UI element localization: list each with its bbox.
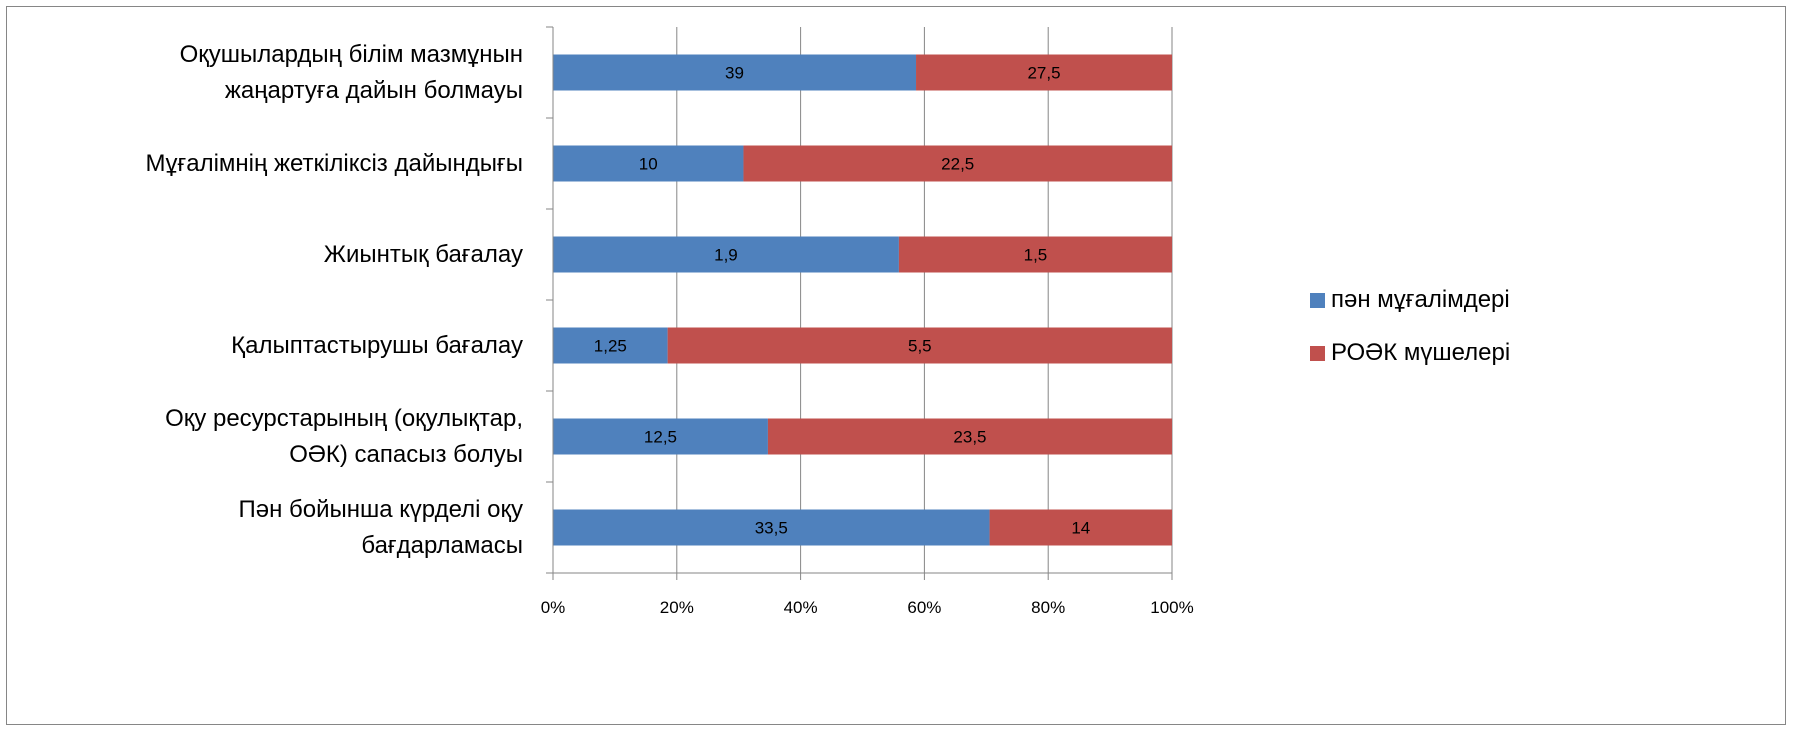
data-label: 5,5 xyxy=(908,337,932,356)
bar-series1 xyxy=(553,418,768,455)
bar-series1 xyxy=(553,327,668,364)
category-label: Оқушылардың білім мазмұнын жаңартуға дайы… xyxy=(0,37,523,109)
x-tick-label: 0% xyxy=(541,598,566,617)
data-label: 1,25 xyxy=(594,337,627,356)
legend-item: РОӘК мүшелері xyxy=(1310,333,1510,373)
data-label: 23,5 xyxy=(953,428,986,447)
bar-series2 xyxy=(989,509,1172,546)
category-label-line: Қалыптастырушы бағалау xyxy=(231,331,523,359)
category-label: Мұғалімнің жеткіліксіз дайындығы xyxy=(0,146,524,182)
category-label-line: Оқу ресурстарының (оқулықтар, xyxy=(165,404,523,432)
bar-series2 xyxy=(743,145,1172,182)
data-label: 1,9 xyxy=(714,246,738,265)
legend-label: РОӘК мүшелері xyxy=(1331,339,1511,366)
category-label-line: Оқушылардың білім мазмұнын xyxy=(179,40,523,68)
data-label: 10 xyxy=(639,155,658,174)
data-label: 33,5 xyxy=(755,519,788,538)
legend-item: пән мұғалімдері xyxy=(1310,280,1510,320)
data-label: 14 xyxy=(1071,519,1090,538)
bar-series1 xyxy=(553,509,990,546)
x-tick-label: 100% xyxy=(1150,598,1193,617)
data-label: 22,5 xyxy=(941,155,974,174)
category-label: Оқу ресурстарының (оқулықтар, ОӘК) сапасы… xyxy=(0,401,523,473)
x-tick-label: 40% xyxy=(784,598,818,617)
chart-frame xyxy=(6,6,1786,725)
data-label: 27,5 xyxy=(1027,64,1060,83)
category-label-line: Пән бойынша күрделі оқу xyxy=(238,495,524,523)
category-label-line: Мұғалімнің жеткіліксіз дайындығы xyxy=(145,149,524,177)
category-label-line: жаңартуға дайын болмауы xyxy=(224,76,523,104)
category-label: Қалыптастырушы бағалау xyxy=(0,328,523,364)
legend: пән мұғалімдері РОӘК мүшелері xyxy=(1310,280,1510,386)
x-tick-label: 20% xyxy=(660,598,694,617)
category-label-line: ОӘК) сапасыз болуы xyxy=(289,440,523,468)
data-label: 1,5 xyxy=(1024,246,1048,265)
category-label: Жиынтық бағалау xyxy=(0,237,523,273)
data-label: 39 xyxy=(725,64,744,83)
bar-series2 xyxy=(667,327,1172,364)
bar-series2 xyxy=(767,418,1172,455)
data-label: 12,5 xyxy=(644,428,677,447)
category-label: Пән бойынша күрделі оқу бағдарламасы xyxy=(0,492,524,564)
x-tick-label: 60% xyxy=(907,598,941,617)
bar-series1 xyxy=(553,236,899,273)
category-label-line: Жиынтық бағалау xyxy=(323,240,523,268)
legend-swatch xyxy=(1310,292,1325,308)
bar-series2 xyxy=(898,236,1172,273)
category-label-line: бағдарламасы xyxy=(361,531,523,559)
bar-series1 xyxy=(553,54,917,91)
bar-series1 xyxy=(553,145,744,182)
x-tick-label: 80% xyxy=(1031,598,1065,617)
legend-label: пән мұғалімдері xyxy=(1331,286,1510,313)
bar-series2 xyxy=(916,54,1172,91)
legend-swatch xyxy=(1310,345,1325,361)
